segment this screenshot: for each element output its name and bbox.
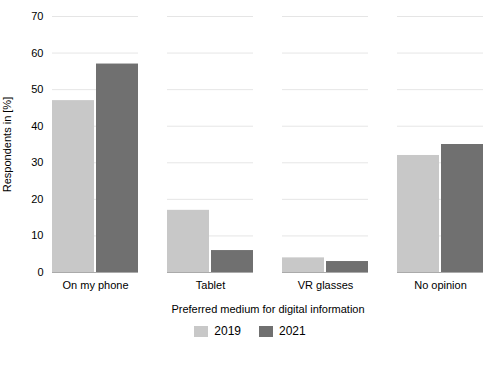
svg-text:70: 70 — [31, 10, 43, 22]
svg-text:30: 30 — [31, 156, 43, 168]
svg-text:Preferred medium for digital i: Preferred medium for digital information — [171, 303, 364, 315]
svg-text:60: 60 — [31, 47, 43, 59]
svg-text:40: 40 — [31, 120, 43, 132]
html-text:2021: 2021 — [279, 324, 306, 338]
svg-text:0: 0 — [37, 266, 43, 278]
svg-text:On my phone: On my phone — [62, 279, 128, 291]
svg-text:VR glasses: VR glasses — [298, 279, 354, 291]
svg-text:10: 10 — [31, 229, 43, 241]
svg-text:20: 20 — [31, 193, 43, 205]
svg-text:50: 50 — [31, 83, 43, 95]
svg-text:No opinion: No opinion — [414, 279, 467, 291]
html-text:2019: 2019 — [214, 324, 241, 338]
svg-text:Respondents in [%]: Respondents in [%] — [1, 97, 13, 192]
svg-text:Tablet: Tablet — [196, 279, 225, 291]
